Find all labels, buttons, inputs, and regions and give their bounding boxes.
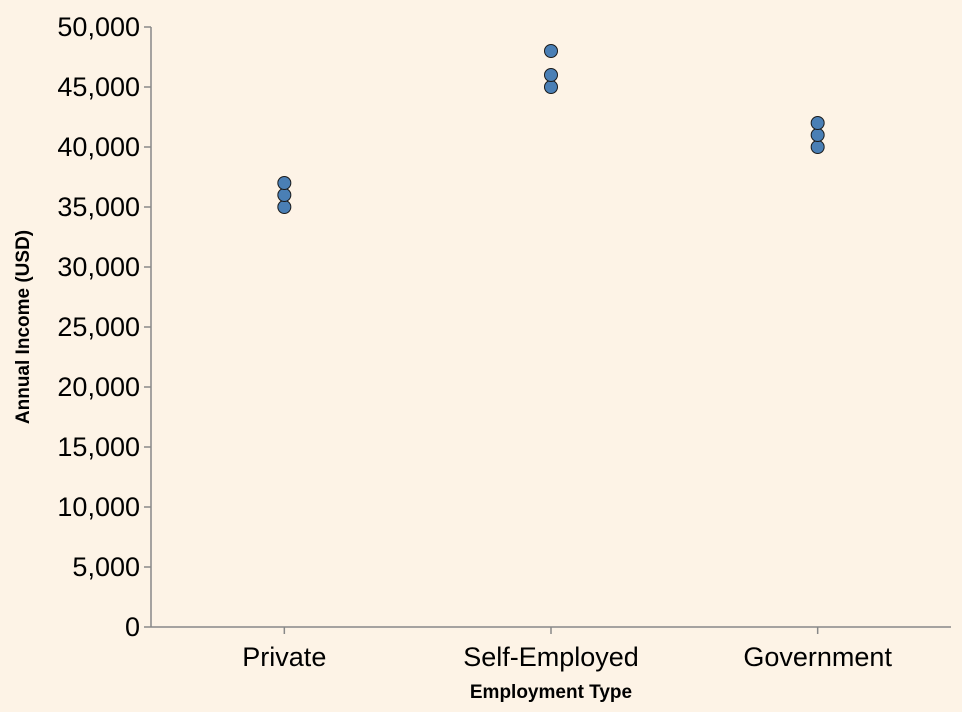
data-point xyxy=(810,128,825,142)
y-tick-label: 5,000 xyxy=(72,552,140,582)
x-tick-label: Government xyxy=(743,642,892,672)
data-points xyxy=(277,44,825,214)
data-point xyxy=(277,188,292,202)
y-tick-label: 50,000 xyxy=(57,12,140,42)
data-point xyxy=(544,68,558,82)
y-tick-label: 30,000 xyxy=(57,252,140,282)
data-point xyxy=(277,200,292,214)
y-tick-label: 10,000 xyxy=(57,492,140,522)
x-tick-label: Self-Employed xyxy=(463,642,639,672)
data-point xyxy=(810,116,825,130)
data-point xyxy=(544,44,558,58)
y-tick-label: 45,000 xyxy=(57,72,140,102)
x-tick-label: Private xyxy=(242,642,326,672)
y-tick-label: 0 xyxy=(125,612,140,642)
y-tick-label: 25,000 xyxy=(57,312,140,342)
y-axis: 0 5,000 10,000 15,000 20,000 25,000 30,000 35,0… xyxy=(57,12,152,642)
y-tick-label: 35,000 xyxy=(57,192,140,222)
y-axis-title: Annual Income (USD) xyxy=(13,230,34,424)
data-point xyxy=(810,140,825,154)
y-tick-label: 15,000 xyxy=(57,432,140,462)
data-point xyxy=(544,80,558,94)
y-tick-label: 40,000 xyxy=(57,132,140,162)
x-axis: Private Self-Employed Government xyxy=(151,626,951,672)
y-tick-label: 20,000 xyxy=(57,372,140,402)
data-point xyxy=(277,176,292,190)
x-axis-title: Employment Type xyxy=(470,682,632,703)
